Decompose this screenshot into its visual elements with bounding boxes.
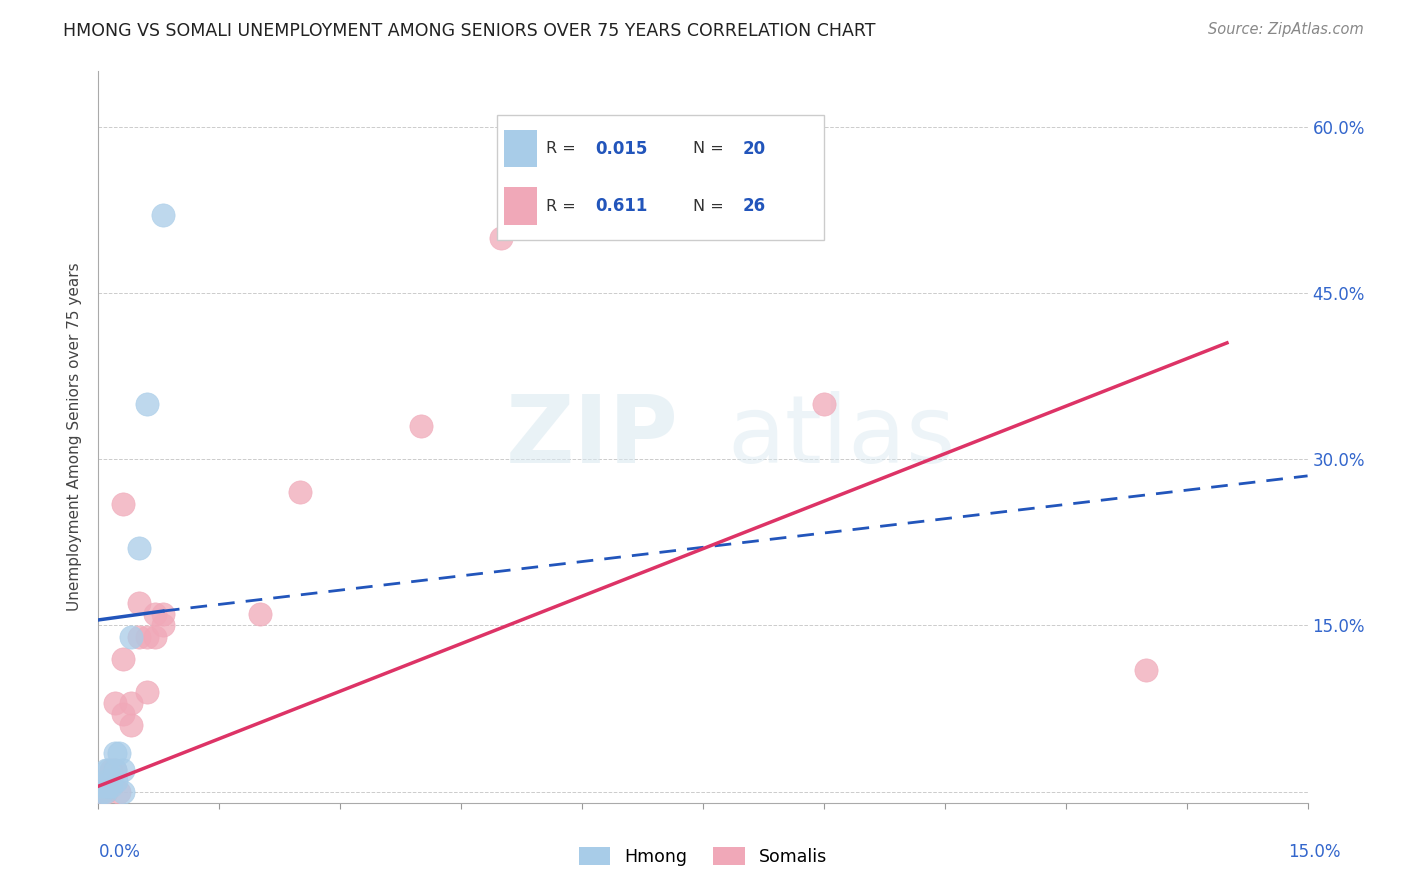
Point (135, 685, 157, 699)
Point (100, 773, 122, 788)
Point (128, 541, 150, 555)
Point (103, 763, 125, 777)
Point (96, 763, 118, 777)
Point (105, 773, 128, 788)
Y-axis label: Unemployment Among Seniors over 75 years: Unemployment Among Seniors over 75 years (67, 263, 83, 611)
Point (152, 607, 174, 622)
Point (135, 630, 157, 644)
Point (97, 779, 120, 793)
Point (96, 773, 118, 788)
Point (249, 607, 271, 622)
Text: Source: ZipAtlas.com: Source: ZipAtlas.com (1208, 22, 1364, 37)
Point (1135, 663, 1157, 677)
Point (120, 718, 142, 732)
Point (409, 419, 432, 434)
Point (120, 630, 142, 644)
Text: 15.0%: 15.0% (1288, 843, 1341, 861)
Point (111, 651, 134, 665)
Point (288, 485, 311, 500)
Point (103, 746, 125, 760)
Text: HMONG VS SOMALI UNEMPLOYMENT AMONG SENIORS OVER 75 YEARS CORRELATION CHART: HMONG VS SOMALI UNEMPLOYMENT AMONG SENIO… (63, 22, 876, 40)
Point (107, 746, 129, 760)
Point (100, 779, 122, 793)
Point (94, 785, 117, 799)
Point (103, 763, 125, 777)
Point (96, 785, 118, 799)
Point (128, 596, 150, 610)
Text: atlas: atlas (727, 391, 956, 483)
Text: ZIP: ZIP (506, 391, 679, 483)
Point (91, 779, 114, 793)
Point (100, 763, 122, 777)
Point (143, 630, 166, 644)
Point (96, 773, 118, 788)
Point (120, 696, 142, 710)
Text: 0.0%: 0.0% (98, 843, 141, 861)
Point (97, 763, 120, 777)
Point (111, 707, 134, 722)
Point (135, 397, 157, 411)
Legend: Hmong, Somalis: Hmong, Somalis (571, 838, 835, 874)
Point (111, 763, 134, 777)
Point (152, 209, 174, 223)
Point (103, 696, 125, 710)
Point (143, 607, 166, 622)
Point (91, 785, 114, 799)
Point (111, 497, 134, 511)
Point (111, 785, 134, 799)
Point (491, 230, 513, 244)
Point (813, 397, 835, 411)
Point (107, 785, 129, 799)
Point (96, 779, 118, 793)
Point (128, 630, 150, 644)
Point (91, 785, 114, 799)
Point (152, 618, 174, 632)
